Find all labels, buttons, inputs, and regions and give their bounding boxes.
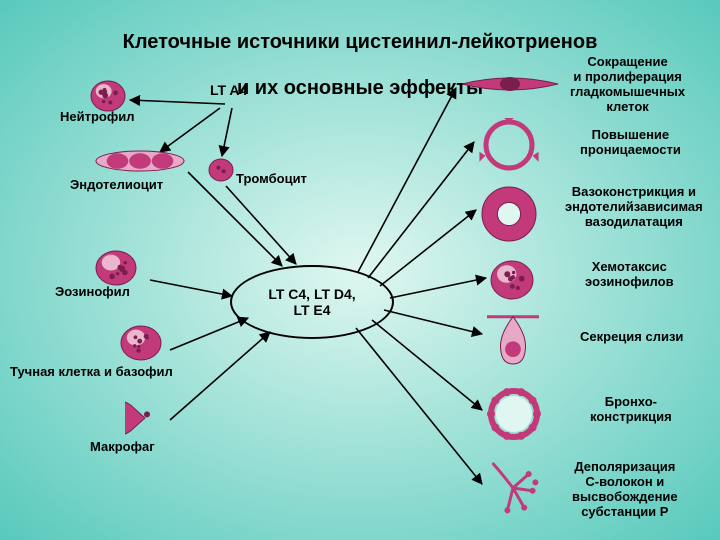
effect-icon-depol (485, 460, 541, 521)
effect-label-depol: Деполяризация С-волокон и высвобождение … (572, 460, 678, 520)
source-icon-macrophage (125, 400, 165, 441)
effect-icon-chemo (490, 260, 534, 305)
effect-label-broncho: Бронхо- констрикция (590, 395, 672, 425)
effect-label-smc: Сокращение и пролиферация гладкомышечных… (570, 55, 685, 115)
source-label-macrophage: Макрофаг (90, 440, 155, 455)
source-label-endothelial: Эндотелиоцит (70, 178, 163, 193)
source-label-neutrophil: Нейтрофил (60, 110, 134, 125)
effect-label-mucus: Секреция слизи (580, 330, 683, 345)
title-line2: и их основные эффекты (237, 77, 483, 99)
source-icon-mastcell (120, 325, 162, 366)
source-label-eosinophil: Эозинофил (55, 285, 130, 300)
source-label-platelet: Тромбоцит (236, 172, 307, 187)
source-icon-endothelial (95, 150, 185, 177)
effect-label-perm: Повышение проницаемости (580, 128, 681, 158)
effect-label-chemo: Хемотаксис эозинофилов (585, 260, 674, 290)
title-line1: Клеточные источники цистеинил-лейкотриен… (123, 31, 598, 53)
effect-icon-broncho (485, 385, 543, 448)
effect-label-vaso: Вазоконстрикция и эндотелийзависимая ваз… (565, 185, 703, 230)
hub-ellipse: LT C4, LT D4, LT E4 (230, 265, 394, 339)
diagram-stage: Клеточные источники цистеинил-лейкотриен… (0, 0, 720, 540)
intermediate-label: LT A4 (210, 82, 247, 98)
source-icon-platelet (208, 158, 234, 187)
source-label-mastcell: Тучная клетка и базофил (10, 365, 173, 380)
effect-icon-perm (478, 118, 540, 177)
hub-label: LT C4, LT D4, LT E4 (268, 286, 355, 318)
effect-icon-vaso (480, 185, 538, 248)
effect-icon-mucus (485, 310, 541, 371)
effect-icon-smc (460, 70, 560, 103)
